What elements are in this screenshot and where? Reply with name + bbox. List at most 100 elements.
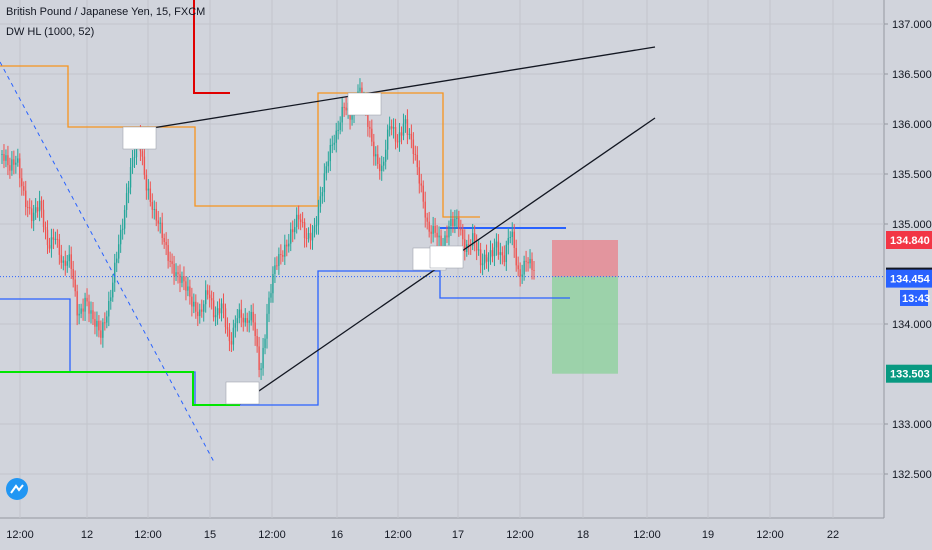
- price-axis[interactable]: 137.000 136.500 136.000 135.500 135.000 134.0…: [884, 19, 932, 481]
- candle-body: [337, 129, 339, 131]
- candle-body: [456, 217, 458, 219]
- time-axis[interactable]: 12:00 12 12:00 15 12:00 16 12:00 17 12:00 18 12:00…: [6, 529, 839, 541]
- candle-body: [240, 309, 243, 318]
- price-tick-label: 132.500: [892, 469, 932, 481]
- candle-body: [208, 294, 211, 299]
- candle-body: [104, 322, 106, 324]
- candle-body: [173, 263, 175, 277]
- descending-dashed-trendline: [0, 61, 215, 463]
- price-tick-label: 136.000: [892, 119, 932, 131]
- candle-body: [246, 318, 248, 323]
- candle-body: [428, 221, 430, 232]
- candle-body: [155, 208, 157, 221]
- candle-body: [264, 338, 266, 348]
- candle-body: [56, 238, 59, 240]
- candle-body: [521, 274, 523, 277]
- pivot-marker: [347, 92, 382, 116]
- price-tick-label: 135.000: [892, 219, 932, 231]
- candle-body: [278, 254, 280, 266]
- candle-body: [153, 208, 155, 210]
- candle-body: [40, 200, 43, 210]
- candle-body: [11, 159, 13, 171]
- candle-body: [386, 129, 389, 150]
- candle-body: [234, 323, 237, 328]
- candle-body: [250, 311, 252, 321]
- candle-body: [434, 225, 436, 233]
- candle-body: [333, 142, 335, 145]
- candle-body: [475, 242, 478, 251]
- candle-body: [406, 119, 409, 135]
- tradingview-logo-icon[interactable]: [6, 478, 28, 500]
- candle-body: [280, 254, 282, 256]
- candle-body: [86, 297, 88, 302]
- candle-body: [205, 290, 207, 305]
- candle-body: [98, 320, 100, 331]
- candle-body: [483, 254, 486, 264]
- price-tag: [886, 364, 932, 383]
- candle-body: [444, 235, 446, 248]
- candle-body: [509, 237, 511, 239]
- candle-body: [260, 368, 262, 370]
- green-support-band: [0, 371, 240, 406]
- candle-body: [110, 297, 112, 302]
- candle-body: [32, 212, 35, 222]
- candle-body: [210, 298, 213, 301]
- pivot-marker: [225, 381, 260, 405]
- candle-body: [119, 229, 122, 245]
- candle-body: [329, 145, 331, 162]
- candle-body: [371, 128, 373, 142]
- candle-body: [3, 154, 5, 161]
- candle-body: [171, 261, 173, 264]
- candle-body: [262, 347, 264, 369]
- candle-body: [297, 214, 300, 220]
- candle-body: [436, 232, 438, 238]
- price-tick-label: 136.500: [892, 69, 932, 81]
- candle-body: [163, 237, 165, 242]
- candle-body: [17, 158, 19, 163]
- candle-body: [284, 244, 286, 257]
- candle-body: [382, 161, 385, 166]
- candle-body: [151, 201, 154, 210]
- candle-body: [531, 258, 533, 270]
- candle-body: [232, 327, 235, 345]
- candle-body: [367, 110, 369, 127]
- candle-body: [127, 187, 130, 194]
- time-tick-label: 12:00: [6, 529, 34, 541]
- candle-body: [276, 265, 278, 267]
- candle-body: [309, 233, 312, 241]
- candle-body: [295, 214, 298, 228]
- candle-body: [335, 130, 337, 143]
- candle-body: [390, 126, 393, 129]
- candle-body: [525, 260, 527, 262]
- candle-body: [66, 261, 68, 266]
- candle-body: [74, 279, 76, 292]
- candle-body: [242, 317, 244, 323]
- candle-body: [343, 106, 345, 108]
- candle-body: [501, 252, 504, 256]
- candle-body: [199, 309, 201, 317]
- candle-body: [50, 237, 53, 249]
- indicator-legend[interactable]: DW HL (1000, 52): [6, 26, 95, 38]
- candle-body: [169, 260, 171, 262]
- candle-body: [345, 107, 347, 111]
- candle-body: [25, 190, 27, 208]
- candle-body: [80, 308, 82, 314]
- position-zones: [552, 240, 618, 374]
- candle-body: [117, 244, 120, 259]
- candle-body: [100, 330, 102, 338]
- candle-body: [96, 320, 98, 327]
- candle-body: [212, 300, 215, 318]
- candle-body: [185, 281, 187, 291]
- symbol-legend[interactable]: British Pound / Japanese Yen, 15, FXCM: [6, 6, 206, 18]
- price-tick-label: 135.500: [892, 169, 932, 181]
- candle-body: [533, 269, 535, 271]
- candle-body: [416, 154, 419, 168]
- candle-body: [485, 254, 488, 262]
- candle-body: [426, 217, 428, 222]
- candle-body: [458, 217, 460, 230]
- candle-body: [84, 297, 86, 312]
- candle-body: [288, 243, 290, 247]
- candle-body: [187, 286, 189, 291]
